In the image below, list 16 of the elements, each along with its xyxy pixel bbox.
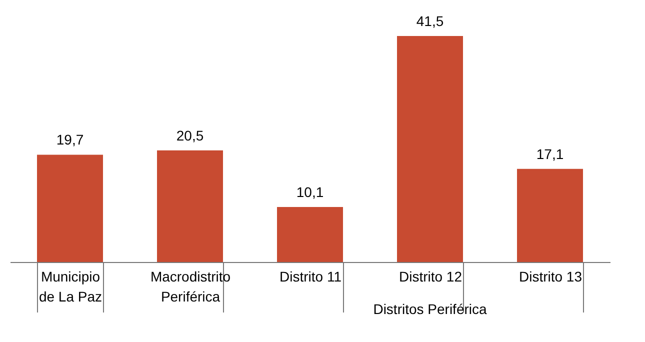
data-label: 41,5 xyxy=(416,13,444,30)
x-tick-label: Macrodistrito Periférica xyxy=(150,268,231,304)
bar xyxy=(37,154,103,262)
data-label: 10,1 xyxy=(296,184,324,200)
bar xyxy=(517,168,583,262)
x-tick-label: Distrito 11 xyxy=(280,268,342,284)
bar xyxy=(157,150,223,262)
x-tick-label: Distrito 12 xyxy=(398,268,462,284)
data-label: 19,7 xyxy=(56,132,84,148)
text: Distritos Periférica xyxy=(373,301,487,317)
data-label: 20,5 xyxy=(176,127,204,144)
data-label: 17,1 xyxy=(536,146,564,162)
bar xyxy=(277,207,343,262)
bar xyxy=(397,36,463,262)
x-tick-label: Distrito 13 xyxy=(518,268,582,284)
x-tick-label: Municipio de La Paz xyxy=(38,268,102,304)
